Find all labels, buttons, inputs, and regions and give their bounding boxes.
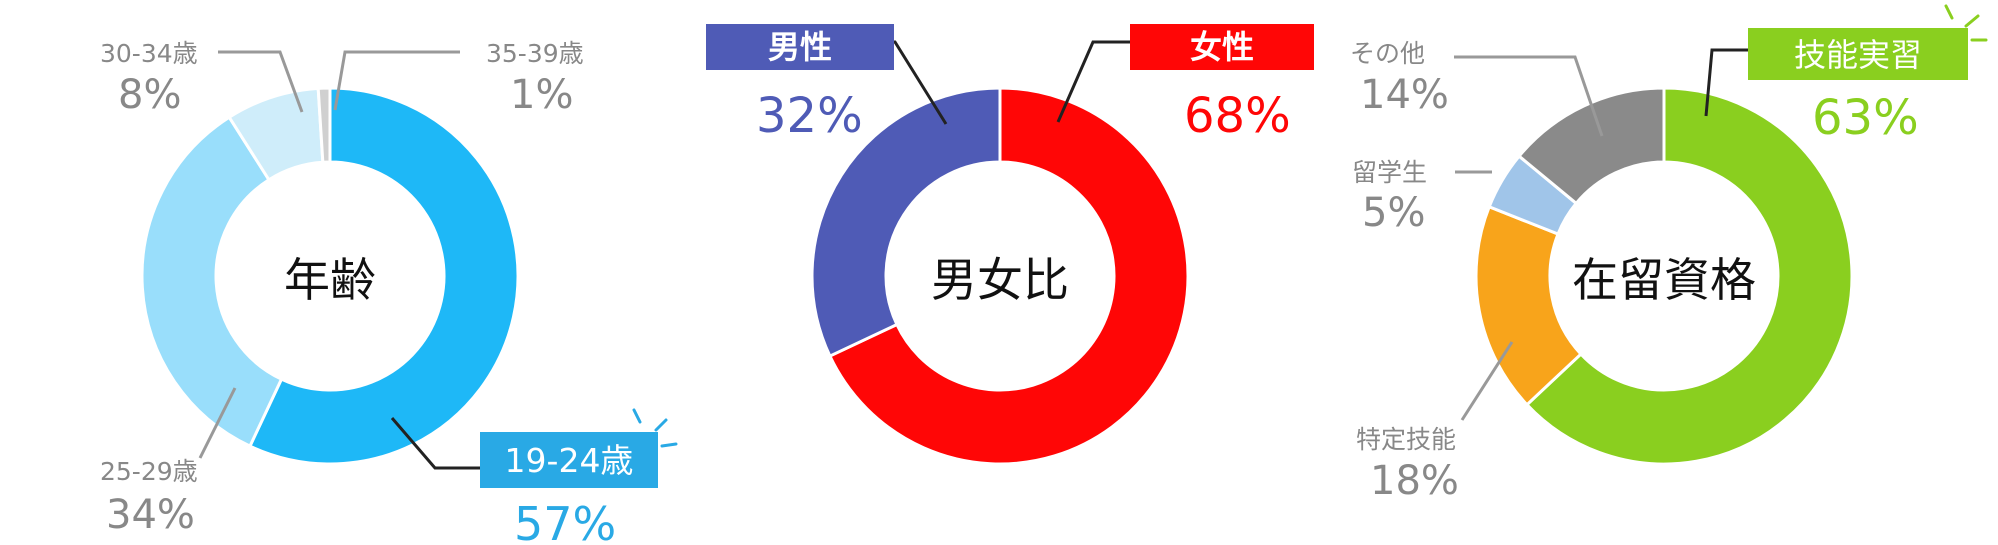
leader-line-other	[1454, 55, 1604, 137]
donut-center-title-gender: 男女比	[931, 253, 1069, 307]
leader-line-technical	[1704, 48, 1748, 117]
slice-value-30-34: 8%	[118, 72, 181, 118]
donut-slice-0-3	[316, 86, 332, 164]
donut-slice-2-0	[1524, 86, 1854, 466]
donut-slice-0-1	[140, 115, 284, 449]
donut-slice-0-0	[247, 86, 520, 466]
slice-label-19-24: 19-24歳	[505, 441, 634, 480]
donut-center-title-residence: 在留資格	[1572, 253, 1756, 307]
slice-label-student: 留学生	[1352, 158, 1427, 187]
leader-line-30-34	[218, 50, 304, 113]
slice-label-25-29: 25-29歳	[100, 457, 198, 486]
slice-label-other: その他	[1350, 39, 1425, 68]
slice-value-25-29: 34%	[106, 492, 195, 538]
slice-value-male: 32%	[756, 88, 863, 144]
donut-slice-1-1	[810, 86, 1002, 359]
donut-chart-gender: 男女比 男性 32% 女性 68%	[706, 24, 1314, 466]
slice-label-technical: 技能実習	[1794, 36, 1922, 74]
burst-rays-icon	[632, 408, 678, 448]
slice-value-other: 14%	[1360, 72, 1449, 118]
slice-label-35-39: 35-39歳	[486, 39, 584, 68]
leader-line-35-39	[333, 50, 460, 111]
burst-rays-icon-technical	[1944, 4, 1988, 42]
slice-label-female: 女性	[1190, 28, 1254, 66]
slice-label-30-34: 30-34歳	[100, 39, 198, 68]
label-box-female	[1130, 24, 1314, 70]
donut-chart-age: 年齢 35-39歳 1% 30-34歳 8% 25-29歳 34% 19-24歳…	[100, 39, 678, 545]
leader-line-19-24	[390, 417, 480, 470]
slice-value-female: 68%	[1184, 88, 1291, 144]
slice-value-35-39: 1%	[510, 72, 573, 118]
leader-line-specified	[1460, 341, 1514, 421]
label-box-male	[706, 24, 894, 70]
slice-value-specified: 18%	[1370, 458, 1459, 504]
donut-center-title-age: 年齢	[284, 253, 376, 307]
donut-slices-gender	[810, 86, 1190, 466]
donut-chart-residence-status: 在留資格 その他 14% 留学生 5% 特定技能 18% 技能実習 63%	[1350, 4, 1988, 504]
donut-slice-2-3	[1517, 86, 1666, 206]
highlight-label-box-technical	[1748, 28, 1968, 80]
donut-slice-1-0	[827, 86, 1190, 466]
slice-value-19-24: 57%	[514, 497, 616, 545]
leader-line-female	[1056, 40, 1130, 123]
highlight-label-box-19-24	[480, 432, 658, 488]
slice-value-student: 5%	[1362, 190, 1425, 236]
leader-line-25-29	[198, 387, 237, 459]
slice-label-specified: 特定技能	[1356, 425, 1456, 454]
donut-slices-age	[140, 86, 520, 466]
slice-label-male: 男性	[768, 28, 832, 66]
slice-value-technical: 63%	[1812, 90, 1919, 146]
